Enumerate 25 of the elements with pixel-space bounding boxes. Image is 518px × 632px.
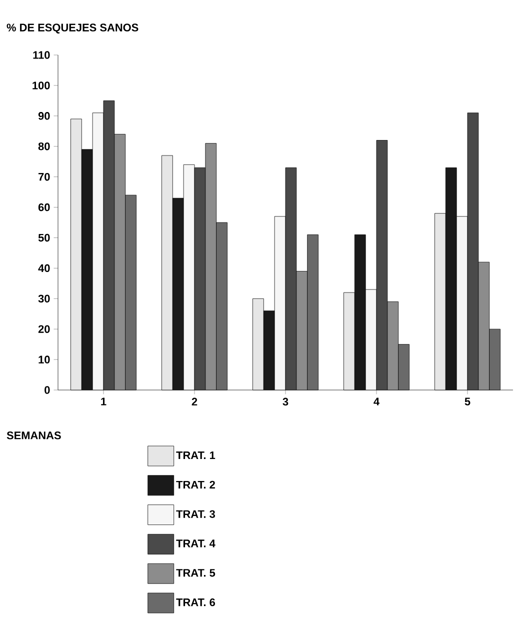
legend-label: TRAT. 4: [176, 540, 216, 548]
x-tick-label: 1: [101, 398, 106, 406]
x-axis-title: SEMANAS: [6, 432, 61, 440]
y-tick-label: 90: [38, 112, 50, 120]
x-tick-label: 2: [192, 398, 198, 406]
y-tick-label: 70: [38, 172, 50, 181]
y-tick-label: 10: [38, 356, 50, 364]
y-tick-label: 80: [38, 142, 50, 150]
y-tick-label: 50: [38, 234, 50, 242]
y-tick-label: 0: [44, 386, 50, 394]
legend-label: TRAT. 5: [176, 569, 216, 577]
y-tick-label: 20: [38, 325, 50, 333]
y-tick-label: 40: [38, 264, 50, 272]
y-axis-title: % DE ESQUEJES SANOS: [6, 24, 138, 34]
y-tick-label: 60: [38, 203, 50, 212]
legend-label: TRAT. 3: [176, 510, 216, 518]
legend-label: TRAT. 1: [176, 451, 216, 460]
y-tick-label: 100: [32, 82, 50, 90]
x-tick-label: 5: [464, 398, 470, 406]
legend-label: TRAT. 6: [176, 598, 216, 606]
legend-label: TRAT. 2: [176, 480, 215, 488]
x-tick-label: 3: [282, 398, 288, 406]
y-tick-label: 30: [38, 294, 50, 303]
x-tick-label: 4: [374, 398, 380, 406]
y-tick-label: 110: [33, 51, 50, 59]
